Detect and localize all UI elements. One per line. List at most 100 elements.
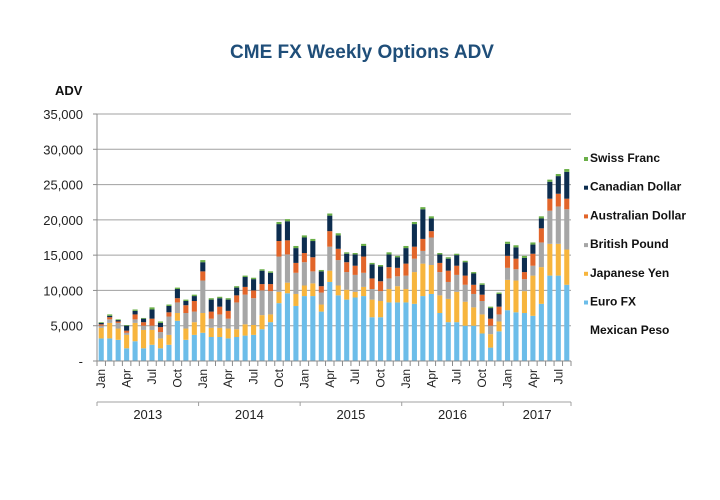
- bar-segment-swiss-franc: [124, 325, 130, 326]
- bar-segment-euro-fx: [530, 315, 536, 361]
- bar-segment-euro-fx: [157, 348, 164, 361]
- x-tick-label: Apr: [120, 369, 134, 388]
- bar-segment-japanese-yen: [293, 293, 299, 306]
- bar-segment-british-pound: [149, 325, 155, 330]
- bar-segment-australian-dollar: [174, 298, 180, 303]
- legend-swatch: [584, 300, 588, 305]
- bar-segment-swiss-franc: [327, 213, 333, 216]
- bar-segment-euro-fx: [284, 293, 290, 361]
- bar-segment-british-pound: [200, 280, 206, 314]
- bar-segment-british-pound: [276, 256, 282, 292]
- legend-label: Mexican Peso: [590, 323, 669, 337]
- bar-segment-euro-fx: [513, 312, 519, 361]
- bar-segment-swiss-franc: [149, 307, 155, 310]
- x-tick-label: Jan: [297, 369, 311, 388]
- x-tick-label: Apr: [424, 369, 438, 388]
- bar-segment-swiss-franc: [225, 298, 231, 300]
- bar-segment-japanese-yen: [344, 289, 350, 300]
- x-tick-label: Apr: [526, 369, 540, 388]
- year-label: 2014: [235, 407, 264, 422]
- bar-segment-australian-dollar: [259, 284, 265, 291]
- bar-segment-british-pound: [547, 210, 553, 244]
- bar-segment-japanese-yen: [479, 314, 485, 334]
- bar-segment-swiss-franc: [352, 253, 358, 255]
- legend-label: Swiss Franc: [590, 151, 660, 165]
- bar-segment-euro-fx: [479, 333, 485, 361]
- x-tick-label: Jul: [551, 369, 565, 384]
- bar-segment-british-pound: [488, 325, 494, 335]
- bar-segment-japanese-yen: [471, 307, 477, 326]
- bar-segment-swiss-franc: [276, 221, 282, 225]
- bar-segment-japanese-yen: [200, 313, 206, 333]
- bar-segment-euro-fx: [454, 322, 460, 361]
- bar-segment-euro-fx: [242, 335, 248, 361]
- bar-segment-japanese-yen: [157, 338, 164, 349]
- bar-segment-canadian-dollar: [530, 244, 536, 254]
- year-label: 2016: [438, 407, 467, 422]
- bar-segment-australian-dollar: [547, 198, 553, 211]
- bar-segment-australian-dollar: [445, 270, 451, 282]
- bar-segment-euro-fx: [361, 296, 367, 361]
- bar-segment-canadian-dollar: [513, 247, 519, 259]
- bar-segment-british-pound: [98, 325, 104, 328]
- bar-segment-canadian-dollar: [124, 325, 130, 331]
- bar-segment-euro-fx: [234, 337, 240, 361]
- bar-segment-australian-dollar: [437, 262, 443, 273]
- bar-segment-euro-fx: [547, 275, 553, 361]
- bar-segment-swiss-franc: [428, 216, 434, 219]
- bar-segment-australian-dollar: [132, 314, 138, 320]
- bar-segment-japanese-yen: [378, 301, 384, 318]
- bar-segment-euro-fx: [378, 317, 384, 361]
- bar-segment-japanese-yen: [428, 265, 434, 294]
- bar-segment-japanese-yen: [191, 322, 197, 335]
- bar-segment-australian-dollar: [471, 284, 477, 294]
- bars: [98, 169, 570, 361]
- bar-segment-australian-dollar: [310, 257, 316, 272]
- bar-segment-euro-fx: [335, 295, 341, 361]
- bar-segment-british-pound: [157, 332, 164, 339]
- bar-segment-japanese-yen: [335, 285, 341, 296]
- bar-segment-british-pound: [251, 298, 257, 326]
- bar-segment-british-pound: [369, 289, 375, 300]
- bar-segment-japanese-yen: [369, 299, 375, 318]
- x-tick-label: Oct: [475, 368, 489, 387]
- bar-segment-british-pound: [107, 319, 113, 323]
- bar-segment-australian-dollar: [293, 262, 299, 273]
- year-label: 2013: [133, 407, 162, 422]
- bar-segment-australian-dollar: [107, 317, 113, 320]
- bar-segment-euro-fx: [327, 281, 333, 361]
- bar-segment-canadian-dollar: [437, 254, 443, 263]
- x-tick-label: Jul: [145, 369, 159, 384]
- bar-segment-euro-fx: [217, 337, 223, 361]
- bar-segment-canadian-dollar: [276, 224, 282, 242]
- bar-segment-british-pound: [242, 294, 248, 325]
- bar-segment-australian-dollar: [454, 265, 460, 275]
- bar-segment-euro-fx: [149, 344, 155, 361]
- bar-segment-japanese-yen: [301, 285, 307, 297]
- bar-segment-swiss-franc: [547, 179, 553, 182]
- bar-segment-british-pound: [471, 293, 477, 308]
- bar-segment-swiss-franc: [98, 322, 104, 323]
- bar-segment-australian-dollar: [318, 286, 324, 293]
- bar-segment-swiss-franc: [251, 277, 257, 280]
- bar-segment-australian-dollar: [420, 238, 426, 251]
- bar-segment-euro-fx: [166, 344, 172, 361]
- bar-segment-japanese-yen: [564, 249, 570, 285]
- bar-segment-british-pound: [513, 269, 519, 281]
- bar-segment-canadian-dollar: [479, 284, 485, 295]
- bar-segment-canadian-dollar: [420, 209, 426, 239]
- year-label: 2015: [336, 407, 365, 422]
- bar-segment-japanese-yen: [555, 243, 561, 276]
- bar-segment-swiss-franc: [504, 241, 511, 244]
- bar-segment-canadian-dollar: [107, 315, 113, 318]
- bar-segment-australian-dollar: [335, 248, 341, 261]
- bar-segment-swiss-franc: [166, 304, 172, 306]
- bar-segment-japanese-yen: [174, 313, 180, 321]
- bar-segment-euro-fx: [428, 293, 434, 361]
- bar-segment-british-pound: [352, 274, 358, 292]
- bar-segment-australian-dollar: [183, 305, 189, 314]
- bar-segment-japanese-yen: [420, 263, 426, 297]
- bar-segment-canadian-dollar: [403, 248, 409, 264]
- bar-segment-swiss-franc: [369, 262, 375, 265]
- bar-segment-euro-fx: [420, 296, 426, 361]
